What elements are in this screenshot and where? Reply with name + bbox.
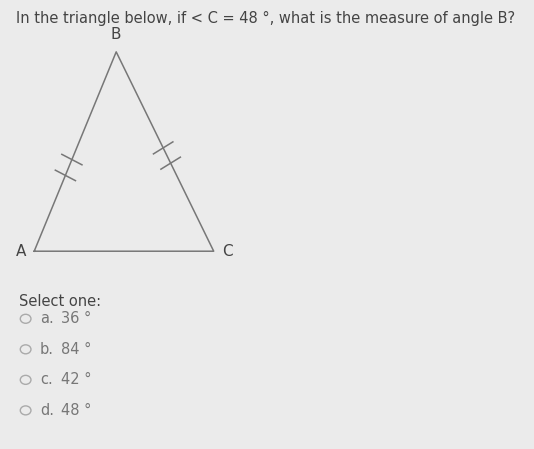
Text: Select one:: Select one: <box>19 294 101 309</box>
Text: 42 °: 42 ° <box>61 372 92 387</box>
Text: In the triangle below, if < C = 48 °, what is the measure of angle B?: In the triangle below, if < C = 48 °, wh… <box>16 11 515 26</box>
Text: d.: d. <box>40 403 54 418</box>
Text: C: C <box>222 244 232 259</box>
Text: c.: c. <box>40 372 53 387</box>
Text: a.: a. <box>40 311 54 326</box>
Text: A: A <box>15 244 26 259</box>
Text: 84 °: 84 ° <box>61 342 92 357</box>
Text: b.: b. <box>40 342 54 357</box>
Text: B: B <box>111 27 121 42</box>
Text: 48 °: 48 ° <box>61 403 92 418</box>
Text: 36 °: 36 ° <box>61 311 92 326</box>
